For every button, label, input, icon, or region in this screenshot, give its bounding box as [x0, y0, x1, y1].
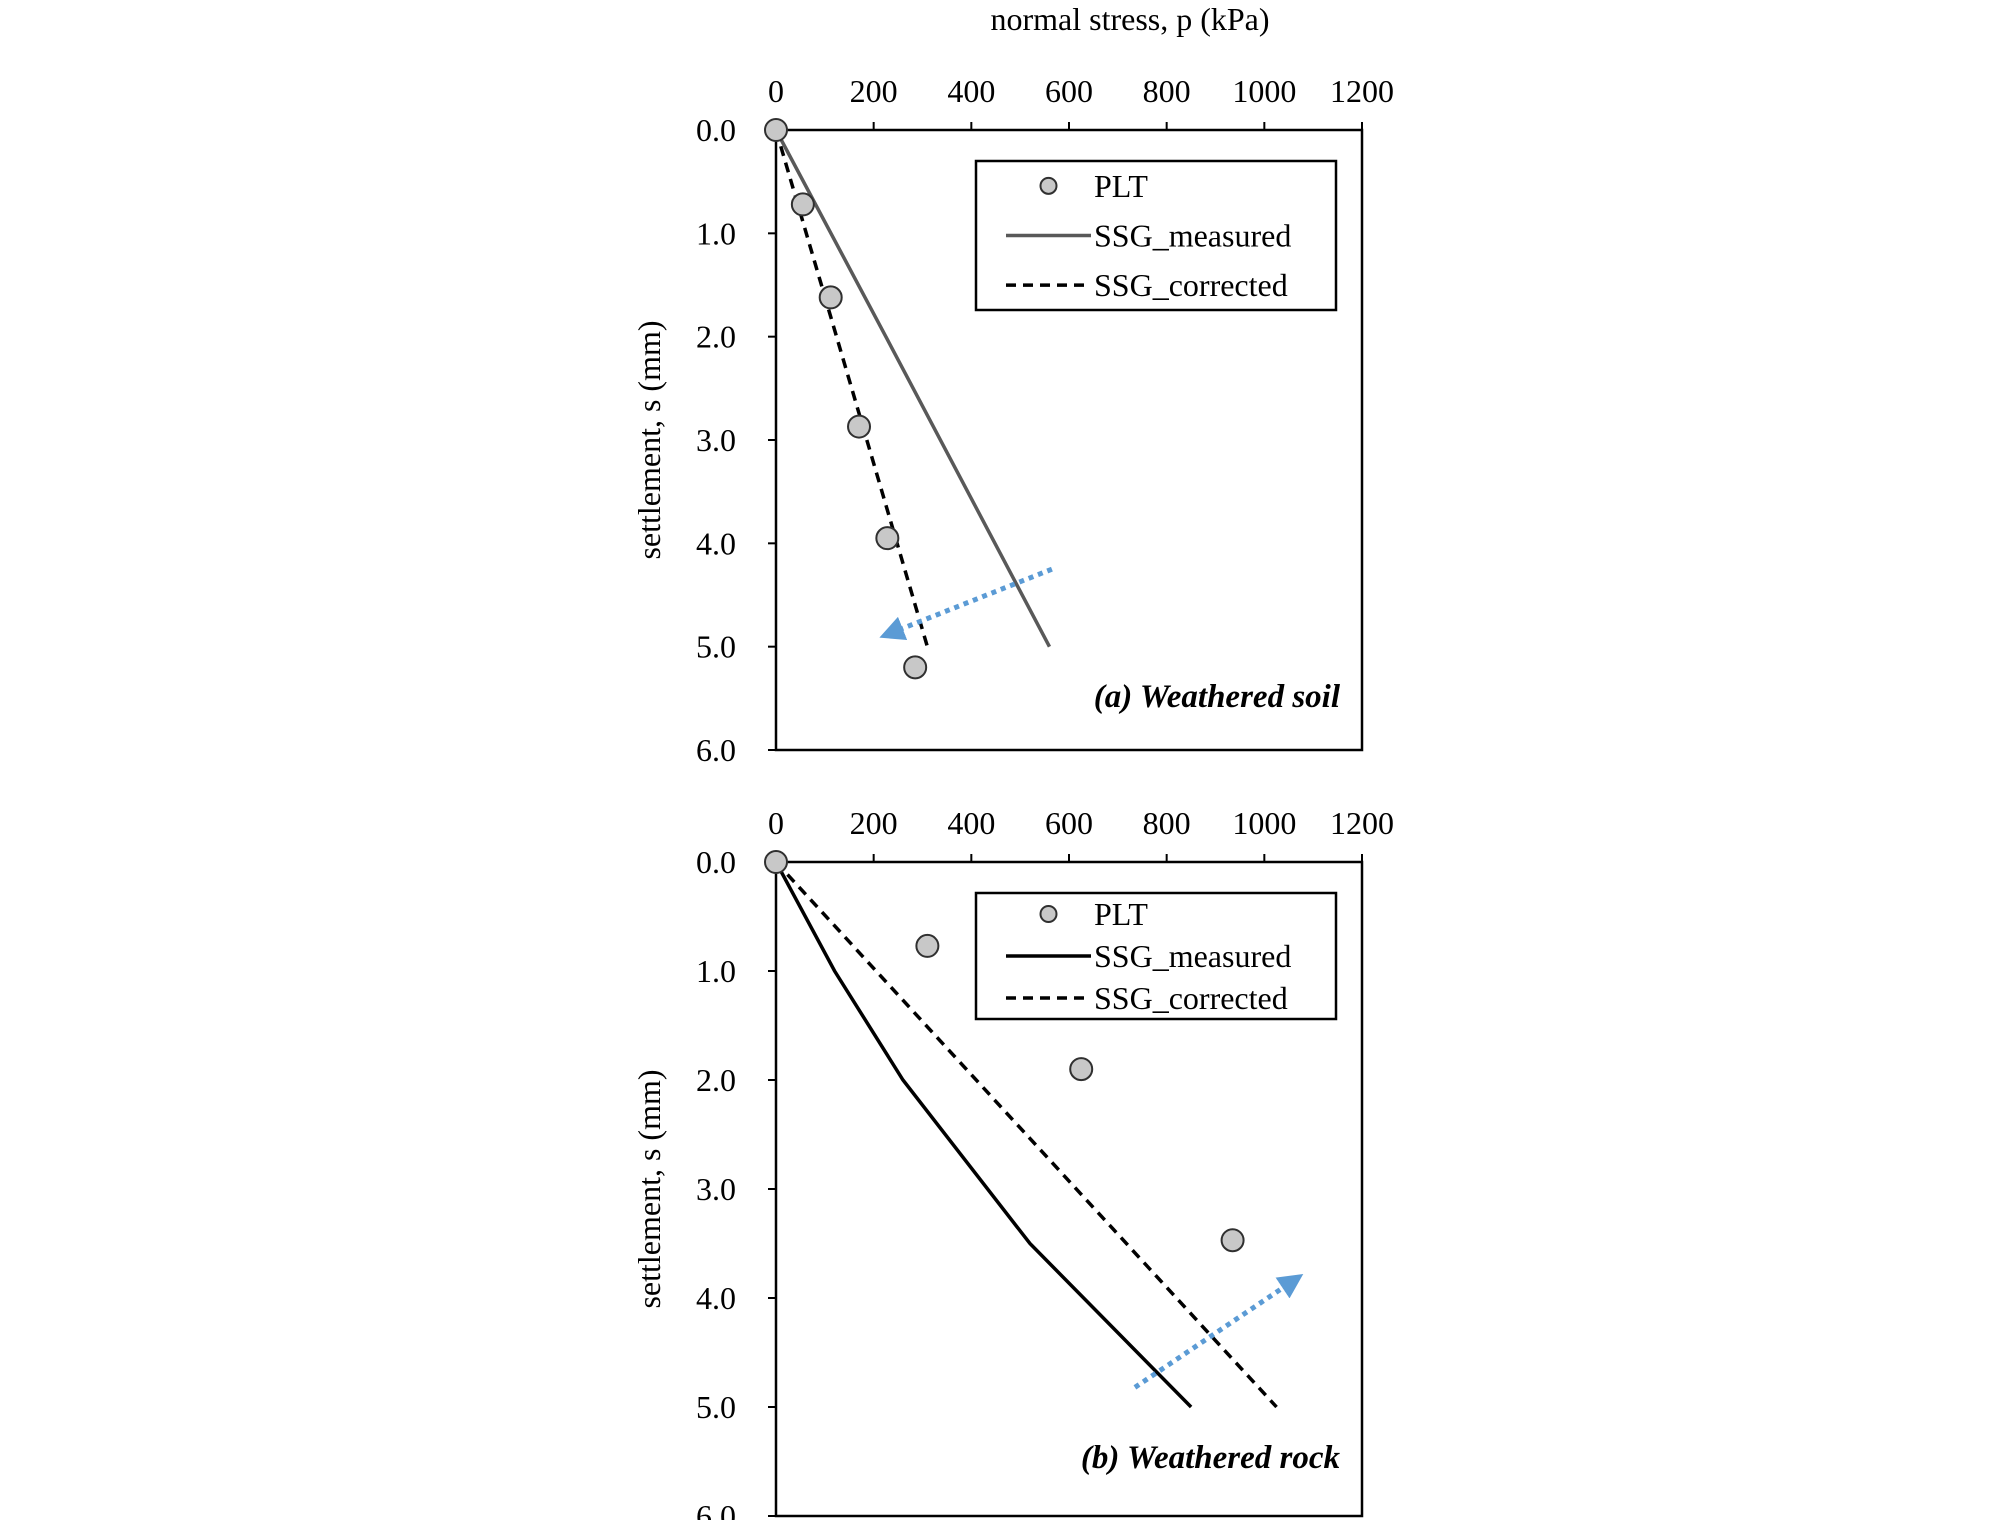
y-axis-title: settlement, s (mm): [631, 320, 667, 559]
panel-weathered-rock: 0 200 400 600 800 1000 1200 0.0 1.0 2.0 3.0 4.0 5.0 6…: [631, 805, 1394, 1525]
y-tick-label: 3.0: [696, 422, 736, 458]
legend-label: PLT: [1094, 168, 1148, 204]
legend-frame: [974, 891, 1338, 1021]
x-tick-label: 800: [1143, 805, 1191, 841]
plt-point: [847, 414, 872, 439]
x-tick-label: 0: [768, 805, 784, 841]
y-tick-label: 0.0: [696, 844, 736, 880]
x-tick-label: 1200: [1330, 73, 1394, 109]
x-tick-label: 400: [947, 805, 995, 841]
x-tick-label: 1000: [1232, 805, 1296, 841]
legend-marker-plt: [1039, 176, 1058, 195]
annotation-arrow: [879, 566, 1053, 641]
y-tick-label: 1.0: [696, 215, 736, 251]
y-tick-label: 6.0: [696, 1498, 736, 1520]
plt-point: [764, 850, 788, 874]
y-tick-label: 5.0: [696, 1389, 736, 1425]
x-tick-label: 0: [768, 73, 784, 109]
y-tick-label: 2.0: [696, 1062, 736, 1098]
legend: PLT SSG_measured SSG_corrected: [974, 159, 1338, 312]
plt-point: [764, 118, 788, 142]
y-tick-label: 6.0: [696, 732, 736, 768]
panel-weathered-soil: 0 200 400 600 800 1000 1200 0.0 1.0 2.0 3.0 4.0 5.0 6…: [631, 73, 1394, 768]
plt-point: [818, 285, 843, 310]
plt-point: [915, 933, 940, 958]
y-tick-label: 3.0: [696, 1171, 736, 1207]
plt-point: [790, 192, 815, 217]
legend-label: SSG_corrected: [1094, 267, 1288, 303]
x-tick-label: 600: [1045, 73, 1093, 109]
legend: PLT SSG_measured SSG_corrected: [974, 891, 1338, 1021]
y-tick-label: 4.0: [696, 525, 736, 561]
panel-label: (a) Weathered soil: [1094, 679, 1341, 715]
x-tick-label: 400: [947, 73, 995, 109]
x-axis-title: normal stress, p (kPa): [990, 1, 1269, 37]
legend-marker-plt: [1039, 905, 1058, 923]
y-tick-label: 1.0: [696, 953, 736, 989]
plt-point: [1220, 1228, 1245, 1253]
x-tick-label: 600: [1045, 805, 1093, 841]
plt-point: [1069, 1057, 1094, 1082]
x-tick-label: 800: [1143, 73, 1191, 109]
y-tick-label: 2.0: [696, 319, 736, 355]
plt-point: [875, 526, 900, 551]
annotation-arrow: [1133, 1274, 1304, 1390]
x-tick-label: 200: [850, 73, 898, 109]
panel-label: (b) Weathered rock: [1081, 1440, 1341, 1476]
y-tick-label: 4.0: [696, 1280, 736, 1316]
y-tick-label: 0.0: [696, 112, 736, 148]
x-tick-label: 200: [850, 805, 898, 841]
x-tick-label: 1200: [1330, 805, 1394, 841]
legend-label: SSG_measured: [1094, 218, 1291, 254]
plt-point: [903, 655, 928, 680]
legend-label: SSG_measured: [1094, 938, 1291, 974]
series-ssg-measured-line: [774, 861, 1193, 1409]
y-axis-title: settlement, s (mm): [631, 1069, 667, 1308]
x-tick-label: 1000: [1232, 73, 1296, 109]
legend-label: PLT: [1094, 896, 1148, 932]
legend-label: SSG_corrected: [1094, 980, 1288, 1016]
y-tick-label: 5.0: [696, 629, 736, 665]
series-ssg-corrected-line: [774, 860, 1278, 1409]
